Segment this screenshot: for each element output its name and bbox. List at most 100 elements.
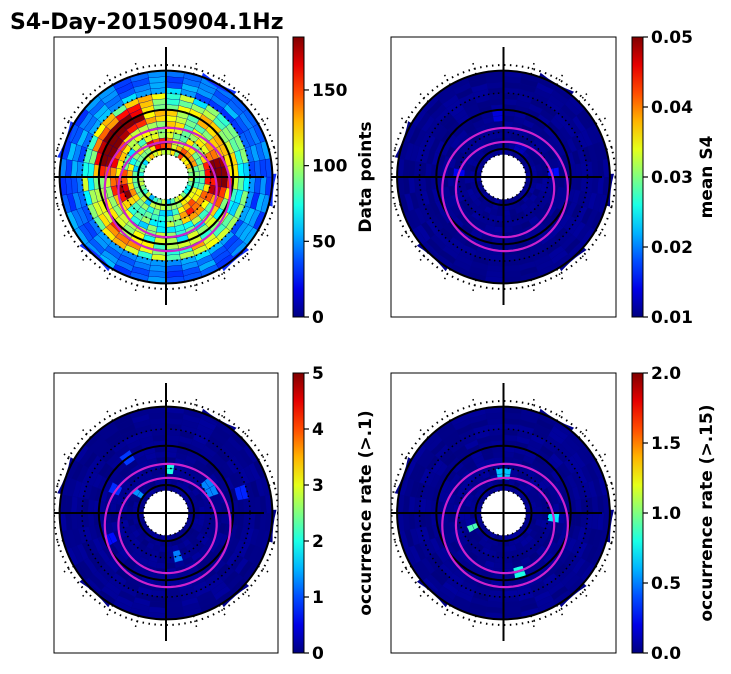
grid: [54, 47, 278, 305]
colorbar-tick-label: 0.01: [651, 308, 693, 328]
plot-area: [391, 47, 616, 305]
oval-contours: [441, 462, 569, 589]
heatmap-cell: [541, 505, 549, 514]
grid-spoke: [257, 116, 271, 125]
heatmap-cells: [59, 70, 273, 284]
plot-area: [54, 47, 278, 305]
heatmap-cell: [126, 176, 134, 184]
heatmap-cell: [159, 545, 167, 553]
heatmap-cell: [215, 167, 223, 178]
oval-contours: [103, 462, 232, 589]
colorbar-label: occurrence rate (>.15): [697, 404, 717, 621]
heatmap-cell: [158, 132, 167, 139]
heatmap-cell: [503, 215, 512, 222]
heatmap-cell: [198, 176, 206, 184]
grid-spoke: [80, 587, 92, 599]
heatmap-cell: [121, 512, 128, 521]
heatmap-cell: [165, 551, 174, 558]
heatmap-cell: [503, 120, 514, 128]
heatmap-cell: [165, 120, 176, 128]
heatmap-cell: [536, 170, 543, 178]
panel-data-points: 0 50 100 150 Data points: [53, 36, 376, 328]
grid-spoke: [240, 91, 252, 103]
heatmap-cell: [198, 170, 206, 178]
heatmap-cell: [155, 451, 167, 458]
grid-spoke: [471, 60, 477, 75]
heatmap-cell: [204, 505, 211, 514]
heatmap-cell: [503, 456, 514, 464]
colorbar: [292, 36, 305, 318]
grid-spoke: [54, 146, 64, 151]
grid-spoke: [556, 72, 565, 86]
heatmap-cell: [503, 562, 514, 570]
grid-spoke: [391, 539, 401, 544]
heatmap-cell: [158, 551, 167, 558]
heatmap-cell: [464, 176, 471, 184]
colorbar-tick-label: 0.03: [651, 168, 693, 188]
grid-spoke: [417, 587, 429, 599]
heatmap-cell: [109, 503, 117, 514]
grid-spoke: [578, 427, 590, 439]
heatmap-cell: [156, 562, 167, 570]
heatmap-cell: [165, 451, 177, 458]
heatmap-cell: [558, 176, 566, 188]
grid-spoke: [268, 146, 278, 151]
heatmap-cell: [109, 512, 117, 523]
heatmap-cell: [165, 226, 176, 234]
oval-contours: [103, 126, 232, 253]
grid-spoke: [442, 408, 451, 422]
colorbar-label: mean S4: [697, 135, 717, 218]
grid-spoke: [192, 279, 198, 294]
heatmap-cell: [495, 215, 504, 222]
heatmap-cell: [156, 226, 167, 234]
colorbar-tick-label: 1: [312, 588, 324, 608]
oval-poleward: [454, 476, 556, 575]
heatmap-cell: [126, 506, 134, 514]
colorbar-tick-label: 4: [312, 420, 324, 440]
heatmap-cell: [494, 220, 504, 228]
oval-equatorward: [441, 126, 569, 253]
panel-mean-s4: 0.01 0.02 0.03 0.04 0.05 mean S4: [390, 28, 717, 328]
heatmap-cell: [541, 512, 549, 521]
colorbar-tick-label: 0.5: [651, 574, 681, 594]
colorbar-tick-label: 0.0: [651, 644, 681, 664]
grid-spoke: [391, 146, 401, 151]
grid-spoke: [218, 408, 227, 422]
grid-spoke: [240, 427, 252, 439]
grid-spoke: [105, 408, 114, 422]
grid-spoke: [192, 615, 198, 630]
grid-spoke: [54, 482, 64, 487]
heatmap-cell: [156, 120, 167, 128]
axes-frame: [390, 36, 617, 318]
grid-spoke: [442, 604, 451, 618]
heatmap-cell: [447, 503, 454, 514]
heatmap-cell: [558, 512, 566, 524]
colorbar-tick-label: 2: [312, 532, 324, 552]
heatmap-cell: [495, 468, 504, 475]
oval-equatorward: [103, 462, 232, 589]
grid-spoke: [80, 427, 92, 439]
heatmap-cell: [493, 226, 504, 234]
heatmap-cell: [165, 132, 174, 139]
grid: [54, 383, 278, 641]
colorbar-tick-label: 0.05: [651, 28, 693, 48]
panel-occurrence-rate-0-15: 0.0 0.5 1.0 1.5 2.0 occurrence rate (>.15): [390, 364, 717, 664]
grid-spoke: [257, 452, 271, 461]
heatmap-cell: [493, 562, 504, 570]
grid-spoke: [578, 91, 590, 103]
grid-spoke: [257, 565, 271, 574]
heatmap-cell: [492, 115, 504, 122]
oval-equatorward: [103, 126, 232, 253]
colorbar: [631, 372, 644, 654]
heatmap-cell: [553, 503, 560, 514]
plot-area: [391, 383, 616, 641]
heatmap-cell: [165, 562, 176, 570]
heatmap-cell: [109, 176, 117, 187]
heatmap-cell: [157, 556, 167, 564]
colorbar: [631, 36, 644, 318]
heatmap-cell: [541, 176, 549, 185]
colorbar-tick-label: 0.02: [651, 238, 693, 258]
grid-spoke: [471, 615, 477, 630]
grid-spoke: [417, 91, 429, 103]
oval-contours: [441, 126, 569, 253]
